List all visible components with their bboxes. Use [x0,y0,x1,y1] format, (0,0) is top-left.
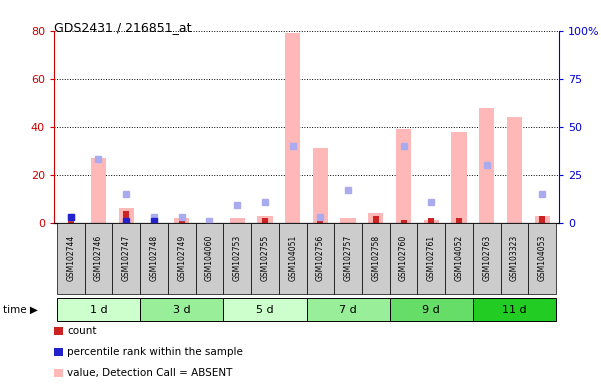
Bar [118,208,134,223]
Bar [257,215,272,223]
Bar [373,215,379,223]
Text: GSM102748: GSM102748 [150,235,159,281]
Text: GSM102757: GSM102757 [344,235,353,281]
Bar [507,117,522,223]
Bar [429,218,435,223]
Text: GSM103323: GSM103323 [510,235,519,281]
Bar [368,213,383,223]
Text: GSM102761: GSM102761 [427,235,436,281]
Text: 5 d: 5 d [256,305,273,314]
Text: time ▶: time ▶ [3,305,38,314]
Text: GSM102746: GSM102746 [94,235,103,281]
Text: GSM102749: GSM102749 [177,235,186,281]
Bar [456,218,462,223]
Bar [178,218,185,223]
Text: 1 d: 1 d [90,305,108,314]
Text: GSM102763: GSM102763 [483,235,491,281]
Bar [317,220,323,223]
Text: percentile rank within the sample: percentile rank within the sample [67,347,243,357]
Bar [539,215,545,223]
Bar [535,215,550,223]
Bar [174,218,189,223]
Text: GSM104053: GSM104053 [538,235,547,281]
Text: GDS2431 / 216851_at: GDS2431 / 216851_at [54,21,192,34]
Text: GSM104060: GSM104060 [205,235,214,281]
Text: GSM102758: GSM102758 [371,235,380,281]
Text: GSM104052: GSM104052 [454,235,463,281]
Bar [313,148,328,223]
Bar [285,33,300,223]
Bar [424,220,439,223]
Text: GSM102755: GSM102755 [260,235,269,281]
Text: value, Detection Call = ABSENT: value, Detection Call = ABSENT [67,368,233,378]
Bar [341,218,356,223]
Text: GSM104051: GSM104051 [288,235,297,281]
Text: GSM102747: GSM102747 [122,235,130,281]
Text: GSM102756: GSM102756 [316,235,325,281]
Text: 3 d: 3 d [173,305,191,314]
Bar [479,108,495,223]
Text: count: count [67,326,97,336]
Text: GSM102753: GSM102753 [233,235,242,281]
Bar [396,129,411,223]
Text: 9 d: 9 d [423,305,440,314]
Bar [123,211,129,223]
Bar [68,220,74,223]
Bar [400,220,407,223]
Bar [262,218,268,223]
Text: 11 d: 11 d [502,305,527,314]
Text: GSM102760: GSM102760 [399,235,408,281]
Bar [91,158,106,223]
Text: GSM102744: GSM102744 [66,235,75,281]
Bar [230,218,245,223]
Text: 7 d: 7 d [339,305,357,314]
Bar [451,131,467,223]
Bar [151,220,157,223]
